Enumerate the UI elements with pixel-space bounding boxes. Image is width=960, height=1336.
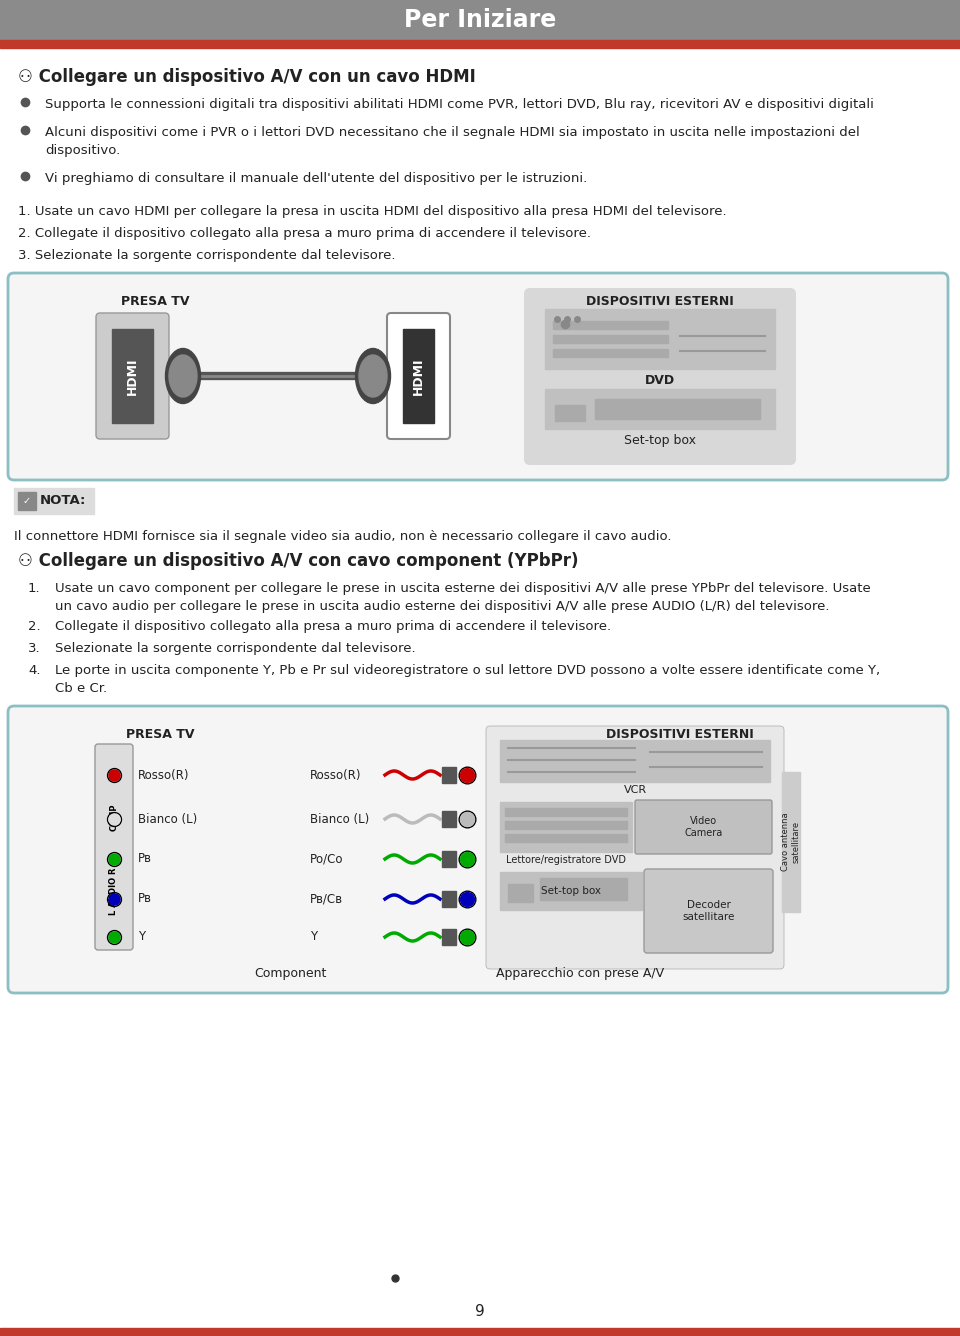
Text: Alcuni dispositivi come i PVR o i lettori DVD necessitano che il segnale HDMI si: Alcuni dispositivi come i PVR o i lettor… bbox=[45, 126, 860, 139]
Text: Usate un cavo component per collegare le prese in uscita esterne dei dispositivi: Usate un cavo component per collegare le… bbox=[55, 582, 871, 595]
Text: DISPOSITIVI ESTERNI: DISPOSITIVI ESTERNI bbox=[606, 728, 754, 741]
Text: Vi preghiamo di consultare il manuale dell'utente del dispositivo per le istruzi: Vi preghiamo di consultare il manuale de… bbox=[45, 172, 588, 184]
Bar bbox=[442, 929, 456, 945]
Text: Le porte in uscita componente Y, Pb e Pr sul videoregistratore o sul lettore DVD: Le porte in uscita componente Y, Pb e Pr… bbox=[55, 664, 880, 677]
Text: Rosso(R): Rosso(R) bbox=[138, 768, 189, 782]
Bar bbox=[14, 488, 94, 514]
Bar bbox=[403, 329, 434, 424]
Ellipse shape bbox=[355, 349, 391, 403]
Ellipse shape bbox=[169, 355, 197, 397]
FancyBboxPatch shape bbox=[95, 744, 133, 950]
FancyBboxPatch shape bbox=[8, 705, 948, 993]
Text: dispositivo.: dispositivo. bbox=[45, 144, 120, 158]
Text: Pʙ: Pʙ bbox=[138, 892, 152, 906]
Bar bbox=[0, 0, 960, 40]
Bar bbox=[442, 851, 456, 867]
Text: Cavo antenna
satellitare: Cavo antenna satellitare bbox=[781, 812, 801, 871]
Text: ✓: ✓ bbox=[23, 496, 31, 506]
Text: 3.: 3. bbox=[28, 643, 40, 655]
FancyBboxPatch shape bbox=[635, 800, 772, 854]
Text: Apparecchio con prese A/V: Apparecchio con prese A/V bbox=[496, 966, 664, 979]
Text: Lettore/registratore DVD: Lettore/registratore DVD bbox=[506, 855, 626, 864]
Bar bbox=[18, 492, 36, 510]
Ellipse shape bbox=[165, 349, 201, 403]
Text: Pʙ: Pʙ bbox=[138, 852, 152, 866]
Bar bbox=[442, 891, 456, 907]
Bar bbox=[553, 349, 668, 357]
FancyBboxPatch shape bbox=[524, 289, 796, 465]
FancyBboxPatch shape bbox=[486, 725, 784, 969]
Text: Video
Camera: Video Camera bbox=[684, 816, 723, 838]
FancyBboxPatch shape bbox=[96, 313, 169, 440]
Text: NOTA:: NOTA: bbox=[40, 494, 86, 508]
FancyBboxPatch shape bbox=[644, 868, 773, 953]
Ellipse shape bbox=[359, 355, 387, 397]
Text: Decoder
satellitare: Decoder satellitare bbox=[683, 900, 734, 922]
FancyBboxPatch shape bbox=[387, 313, 450, 440]
Text: Rosso(R): Rosso(R) bbox=[310, 768, 362, 782]
Text: 1.: 1. bbox=[28, 582, 40, 595]
Bar bbox=[112, 329, 153, 424]
Bar bbox=[540, 878, 627, 900]
Text: Supporta le connessioni digitali tra dispositivi abilitati HDMI come PVR, lettor: Supporta le connessioni digitali tra dis… bbox=[45, 98, 874, 111]
Bar bbox=[0, 40, 960, 48]
Bar bbox=[555, 405, 585, 421]
Bar bbox=[500, 740, 770, 782]
Bar bbox=[553, 335, 668, 343]
Bar bbox=[500, 872, 642, 910]
Text: PRESA TV: PRESA TV bbox=[121, 295, 189, 309]
Text: DISPOSITIVI ESTERNI: DISPOSITIVI ESTERNI bbox=[587, 295, 733, 309]
Text: 3. Selezionate la sorgente corrispondente dal televisore.: 3. Selezionate la sorgente corrispondent… bbox=[18, 248, 396, 262]
Text: Bianco (L): Bianco (L) bbox=[310, 812, 370, 826]
Text: Y: Y bbox=[310, 930, 317, 943]
Bar bbox=[553, 321, 668, 329]
Text: VCR: VCR bbox=[623, 786, 647, 795]
Text: Bianco (L): Bianco (L) bbox=[138, 812, 197, 826]
Text: Y: Y bbox=[138, 930, 145, 943]
Text: Il connettore HDMI fornisce sia il segnale video sia audio, non è necessario col: Il connettore HDMI fornisce sia il segna… bbox=[14, 530, 671, 542]
Bar bbox=[505, 808, 627, 816]
Bar bbox=[442, 767, 456, 783]
Text: ⚇ Collegare un dispositivo A/V con cavo component (YPbPr): ⚇ Collegare un dispositivo A/V con cavo … bbox=[18, 552, 579, 570]
Text: 2.: 2. bbox=[28, 620, 40, 633]
Text: Cb e Cr.: Cb e Cr. bbox=[55, 681, 108, 695]
Text: Per Iniziare: Per Iniziare bbox=[404, 8, 556, 32]
Text: 2. Collegate il dispositivo collegato alla presa a muro prima di accendere il te: 2. Collegate il dispositivo collegato al… bbox=[18, 227, 591, 240]
Text: DVD: DVD bbox=[645, 374, 675, 387]
Bar bbox=[545, 309, 775, 369]
Text: Pᴏ/Cᴏ: Pᴏ/Cᴏ bbox=[310, 852, 344, 866]
Bar bbox=[500, 802, 632, 852]
Text: HDMI: HDMI bbox=[412, 357, 425, 394]
Bar bbox=[782, 772, 800, 912]
Text: 9: 9 bbox=[475, 1304, 485, 1320]
Text: COMP: COMP bbox=[109, 803, 118, 831]
Text: HDMI: HDMI bbox=[126, 357, 139, 394]
Text: Set-top box: Set-top box bbox=[541, 886, 601, 896]
Text: 1. Usate un cavo HDMI per collegare la presa in uscita HDMI del dispositivo alla: 1. Usate un cavo HDMI per collegare la p… bbox=[18, 204, 727, 218]
Bar bbox=[505, 822, 627, 830]
Bar bbox=[595, 399, 760, 420]
Text: Component: Component bbox=[253, 966, 326, 979]
Bar bbox=[508, 884, 533, 902]
Bar bbox=[545, 389, 775, 429]
Text: Collegate il dispositivo collegato alla presa a muro prima di accendere il telev: Collegate il dispositivo collegato alla … bbox=[55, 620, 612, 633]
Text: 4.: 4. bbox=[28, 664, 40, 677]
Bar bbox=[0, 1328, 960, 1336]
FancyBboxPatch shape bbox=[8, 273, 948, 480]
Text: Selezionate la sorgente corrispondente dal televisore.: Selezionate la sorgente corrispondente d… bbox=[55, 643, 416, 655]
Bar bbox=[505, 834, 627, 842]
Text: Pʙ/Cʙ: Pʙ/Cʙ bbox=[310, 892, 343, 906]
Bar bbox=[442, 811, 456, 827]
Text: L AUDIO R: L AUDIO R bbox=[109, 867, 118, 915]
Text: PRESA TV: PRESA TV bbox=[126, 728, 194, 741]
Text: un cavo audio per collegare le prese in uscita audio esterne dei dispositivi A/V: un cavo audio per collegare le prese in … bbox=[55, 600, 829, 613]
Text: ⚇ Collegare un dispositivo A/V con un cavo HDMI: ⚇ Collegare un dispositivo A/V con un ca… bbox=[18, 68, 476, 86]
Text: Set-top box: Set-top box bbox=[624, 434, 696, 448]
